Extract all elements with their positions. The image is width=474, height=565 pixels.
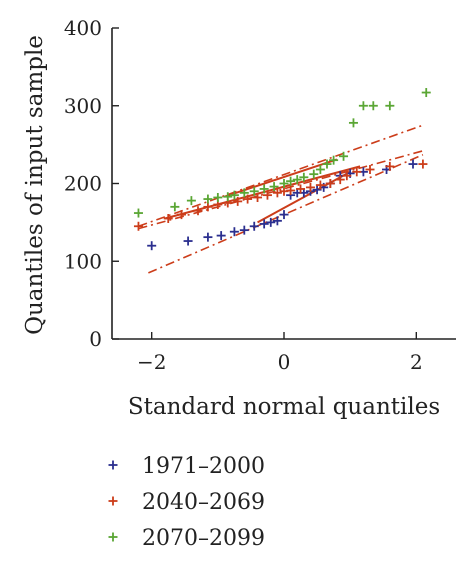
data-point bbox=[243, 194, 253, 204]
data-point bbox=[385, 161, 395, 171]
y-tick-label: 200 bbox=[64, 172, 102, 196]
data-point bbox=[203, 232, 213, 242]
data-point bbox=[279, 210, 289, 220]
data-point bbox=[216, 231, 226, 241]
data-point bbox=[170, 202, 180, 212]
data-point bbox=[305, 182, 315, 192]
x-axis-title: Standard normal quantiles bbox=[128, 394, 440, 420]
data-point bbox=[269, 182, 279, 192]
data-point bbox=[223, 192, 233, 202]
data-markers bbox=[133, 88, 431, 251]
y-axis-title: Quantiles of input sample bbox=[22, 35, 48, 335]
data-point bbox=[418, 159, 428, 169]
data-point bbox=[186, 196, 196, 206]
data-point bbox=[312, 185, 322, 195]
data-point bbox=[229, 190, 239, 200]
data-point bbox=[368, 101, 378, 111]
data-point bbox=[239, 188, 249, 198]
legend-label: 2040–2069 bbox=[142, 490, 265, 515]
data-point bbox=[385, 101, 395, 111]
y-tick-label: 300 bbox=[64, 94, 102, 118]
legend-label: 2070–2099 bbox=[142, 526, 265, 551]
legend: 1971–2000 2040–2069 2070–2099 bbox=[108, 454, 265, 551]
legend-label: 1971–2000 bbox=[142, 454, 265, 479]
data-point bbox=[421, 88, 431, 98]
x-tick-label: −2 bbox=[137, 350, 166, 374]
data-point bbox=[239, 225, 249, 235]
fit-line-extension bbox=[138, 150, 424, 230]
data-point bbox=[342, 171, 352, 181]
x-ticks: −2 0 2 bbox=[137, 332, 423, 374]
data-point bbox=[315, 180, 325, 190]
fit-line bbox=[224, 158, 338, 198]
data-point bbox=[315, 165, 325, 175]
y-tick-label: 0 bbox=[89, 327, 102, 351]
data-point bbox=[365, 165, 375, 175]
legend-marker bbox=[108, 532, 118, 542]
data-point bbox=[322, 159, 332, 169]
data-point bbox=[296, 184, 306, 194]
data-point bbox=[233, 196, 243, 206]
data-point bbox=[286, 176, 296, 186]
fit-line-extension bbox=[138, 124, 424, 228]
data-point bbox=[249, 186, 259, 196]
data-point bbox=[203, 202, 213, 212]
data-point bbox=[339, 151, 349, 161]
data-point bbox=[329, 155, 339, 165]
data-point bbox=[229, 227, 239, 237]
data-point bbox=[408, 159, 418, 169]
fit-lines bbox=[138, 124, 424, 274]
data-point bbox=[309, 169, 319, 179]
data-point bbox=[259, 184, 269, 194]
y-tick-label: 100 bbox=[64, 249, 102, 273]
data-point bbox=[259, 219, 269, 229]
data-point bbox=[299, 172, 309, 182]
data-point bbox=[358, 101, 368, 111]
legend-marker bbox=[108, 460, 118, 470]
data-point bbox=[133, 208, 143, 218]
data-point bbox=[279, 179, 289, 188]
x-tick-label: 0 bbox=[278, 350, 291, 374]
data-point bbox=[176, 210, 186, 220]
data-point bbox=[292, 175, 302, 185]
y-ticks: 0 100 200 300 400 bbox=[64, 16, 119, 351]
x-tick-label: 2 bbox=[410, 350, 423, 374]
data-point bbox=[352, 167, 362, 177]
data-point bbox=[272, 216, 282, 226]
data-point bbox=[253, 192, 263, 202]
y-tick-label: 400 bbox=[64, 16, 102, 40]
data-point bbox=[286, 185, 296, 195]
data-point bbox=[325, 179, 335, 188]
data-point bbox=[203, 194, 213, 204]
data-point bbox=[348, 118, 358, 128]
fit-line-extension bbox=[148, 153, 424, 274]
data-point bbox=[272, 188, 282, 198]
data-point bbox=[213, 192, 223, 202]
data-point bbox=[266, 217, 276, 227]
data-point bbox=[249, 221, 259, 231]
data-point bbox=[335, 175, 345, 185]
data-point bbox=[147, 241, 157, 251]
data-point bbox=[262, 190, 272, 200]
legend-marker bbox=[108, 496, 118, 506]
data-point bbox=[163, 213, 173, 223]
data-point bbox=[193, 206, 203, 216]
data-point bbox=[133, 221, 143, 231]
data-point bbox=[183, 236, 193, 246]
